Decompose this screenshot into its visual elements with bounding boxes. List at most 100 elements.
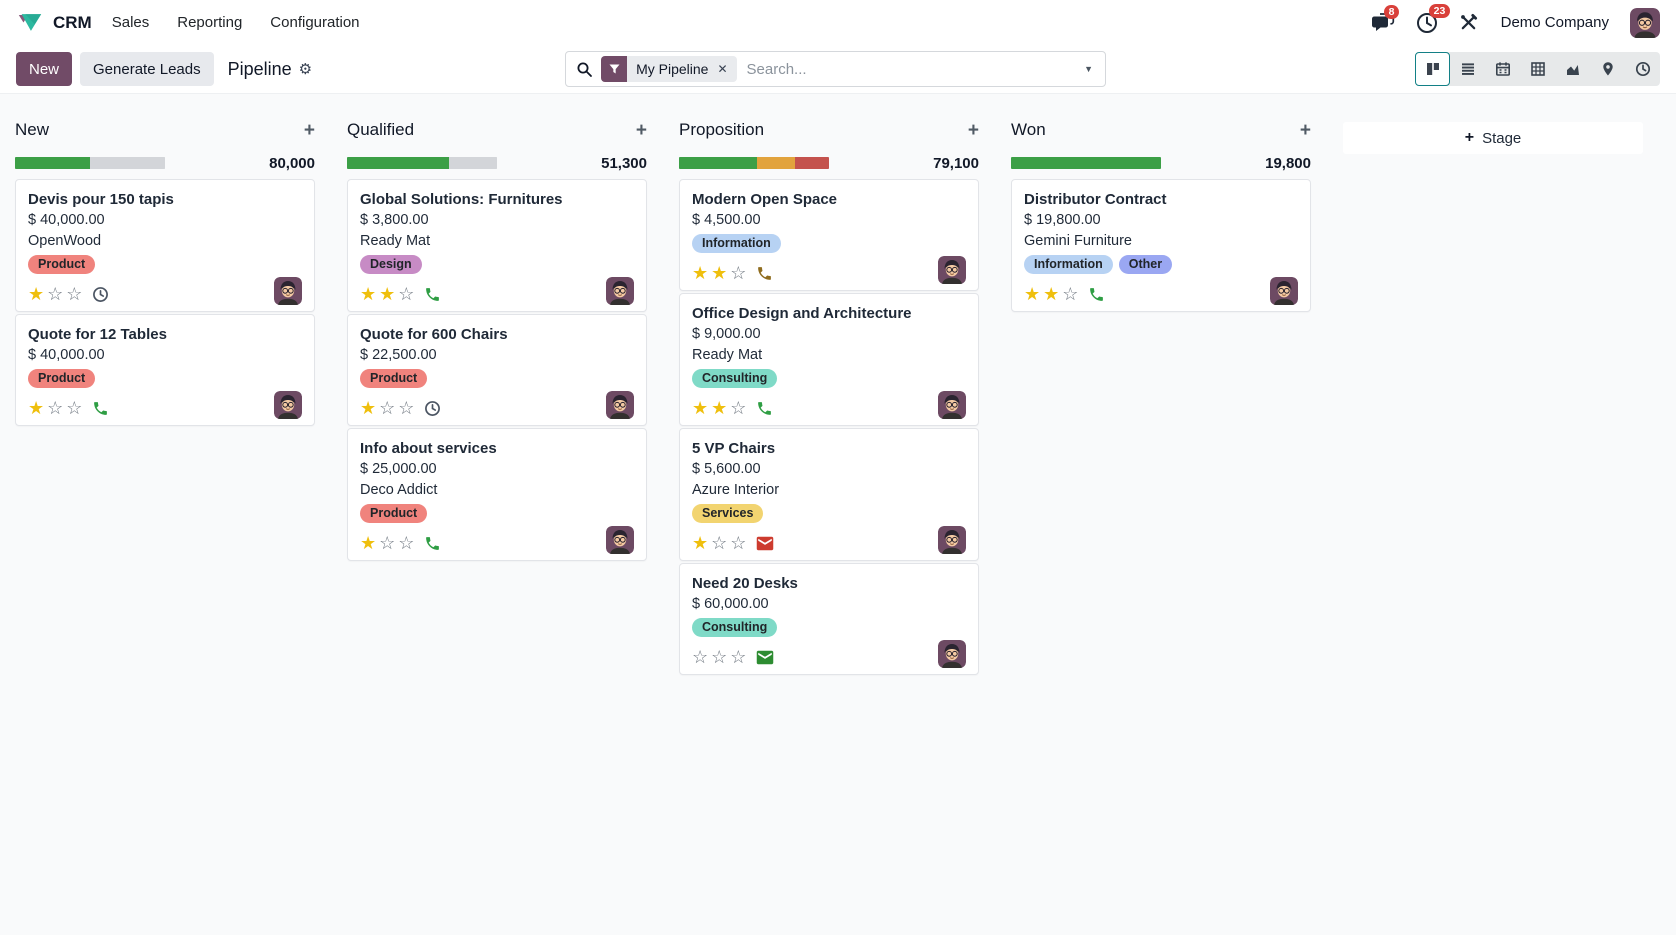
star-empty-icon[interactable]: ☆ [730,263,747,283]
new-button[interactable]: New [16,52,73,86]
quick-add-button[interactable]: + [967,119,979,141]
star-empty-icon[interactable]: ☆ [398,398,415,418]
kanban-card[interactable]: Info about services $ 25,000.00 Deco Add… [347,428,647,561]
star-filled-icon[interactable]: ★ [692,533,709,553]
star-filled-icon[interactable]: ★ [28,284,45,304]
star-filled-icon[interactable]: ★ [360,398,377,418]
star-filled-icon[interactable]: ★ [1024,284,1041,304]
salesperson-avatar[interactable] [938,526,966,554]
view-list-button[interactable] [1450,52,1485,86]
view-calendar-button[interactable] [1485,52,1520,86]
star-filled-icon[interactable]: ★ [692,398,709,418]
phone-activity-icon[interactable] [424,286,441,303]
search-input[interactable] [744,59,1075,79]
star-filled-icon[interactable]: ★ [360,533,377,553]
search-bar[interactable]: My Pipeline ✕ ▼ [565,51,1107,87]
add-stage-button[interactable]: + Stage [1343,122,1643,154]
star-empty-icon[interactable]: ☆ [1062,284,1079,304]
user-avatar[interactable] [1630,7,1660,38]
star-filled-icon[interactable]: ★ [711,263,728,283]
mail-activity-icon[interactable] [756,650,774,665]
generate-leads-button[interactable]: Generate Leads [80,52,214,86]
filter-facet[interactable]: My Pipeline ✕ [601,56,737,82]
kanban-card[interactable]: Devis pour 150 tapis $ 40,000.00 OpenWoo… [15,179,315,312]
messages-icon[interactable]: 8 [1371,4,1400,33]
progress-segment[interactable] [757,157,795,169]
phone-activity-icon[interactable] [1088,286,1105,303]
kanban-card[interactable]: Distributor Contract $ 19,800.00 Gemini … [1011,179,1311,312]
salesperson-avatar[interactable] [606,391,634,419]
star-empty-icon[interactable]: ☆ [711,533,728,553]
salesperson-avatar[interactable] [274,391,302,419]
quick-add-button[interactable]: + [635,119,647,141]
star-empty-icon[interactable]: ☆ [379,398,396,418]
progress-segment[interactable] [449,157,497,169]
view-graph-button[interactable] [1555,52,1590,86]
stage-name[interactable]: New [15,120,50,139]
star-empty-icon[interactable]: ☆ [711,647,728,667]
kanban-card[interactable]: Need 20 Desks $ 60,000.00 Consulting ☆ ☆ ☆ [679,563,979,675]
star-empty-icon[interactable]: ☆ [66,284,83,304]
star-empty-icon[interactable]: ☆ [730,647,747,667]
salesperson-avatar[interactable] [938,391,966,419]
stage-name[interactable]: Proposition [679,120,765,139]
kanban-card[interactable]: Quote for 600 Chairs $ 22,500.00 Product… [347,314,647,426]
star-empty-icon[interactable]: ☆ [730,398,747,418]
salesperson-avatar[interactable] [606,526,634,554]
kanban-card[interactable]: Global Solutions: Furnitures $ 3,800.00 … [347,179,647,312]
salesperson-avatar[interactable] [938,640,966,668]
kanban-card[interactable]: Quote for 12 Tables $ 40,000.00 Product … [15,314,315,426]
view-activity-button[interactable] [1625,52,1660,86]
progress-segment[interactable] [347,157,449,169]
star-filled-icon[interactable]: ★ [1043,284,1060,304]
salesperson-avatar[interactable] [938,256,966,284]
star-empty-icon[interactable]: ☆ [730,533,747,553]
quick-add-button[interactable]: + [1299,119,1311,141]
progress-segment[interactable] [1011,157,1161,169]
progress-segment[interactable] [679,157,757,169]
view-pivot-button[interactable] [1520,52,1555,86]
phone-activity-icon[interactable] [424,535,441,552]
progress-segment[interactable] [794,157,829,169]
phone-activity-icon[interactable] [756,265,773,282]
star-empty-icon[interactable]: ☆ [379,533,396,553]
menu-reporting[interactable]: Reporting [177,14,243,31]
mail-activity-icon[interactable] [756,536,774,551]
star-filled-icon[interactable]: ★ [28,398,45,418]
star-filled-icon[interactable]: ★ [711,398,728,418]
menu-sales[interactable]: Sales [111,14,150,31]
action-gear-icon[interactable]: ⚙ [298,61,313,78]
clock-activity-icon[interactable] [424,400,441,417]
star-empty-icon[interactable]: ☆ [398,533,415,553]
star-empty-icon[interactable]: ☆ [398,284,415,304]
salesperson-avatar[interactable] [274,277,302,305]
star-empty-icon[interactable]: ☆ [692,647,709,667]
odoo-logo-icon[interactable] [16,11,44,34]
clock-activity-icon[interactable] [92,286,109,303]
kanban-card[interactable]: Office Design and Architecture $ 9,000.0… [679,293,979,426]
star-empty-icon[interactable]: ☆ [66,398,83,418]
quick-add-button[interactable]: + [303,119,315,141]
progress-segment[interactable] [15,157,90,169]
tools-icon[interactable] [1459,13,1478,32]
view-kanban-button[interactable] [1415,52,1450,86]
stage-name[interactable]: Won [1011,120,1046,139]
star-filled-icon[interactable]: ★ [360,284,377,304]
search-dropdown-caret-icon[interactable]: ▼ [1084,64,1094,74]
kanban-card[interactable]: Modern Open Space $ 4,500.00 Information… [679,179,979,291]
salesperson-avatar[interactable] [1270,277,1298,305]
star-filled-icon[interactable]: ★ [692,263,709,283]
salesperson-avatar[interactable] [606,277,634,305]
company-switcher[interactable]: Demo Company [1500,14,1609,31]
app-name[interactable]: CRM [53,12,92,32]
star-empty-icon[interactable]: ☆ [47,284,64,304]
star-filled-icon[interactable]: ★ [379,284,396,304]
menu-configuration[interactable]: Configuration [270,14,360,31]
progress-segment[interactable] [90,157,165,169]
kanban-card[interactable]: 5 VP Chairs $ 5,600.00 Azure Interior Se… [679,428,979,561]
stage-name[interactable]: Qualified [347,120,415,139]
view-map-button[interactable] [1590,52,1625,86]
star-empty-icon[interactable]: ☆ [47,398,64,418]
activities-clock-icon[interactable]: 23 [1416,3,1451,34]
facet-remove-icon[interactable]: ✕ [717,62,728,76]
